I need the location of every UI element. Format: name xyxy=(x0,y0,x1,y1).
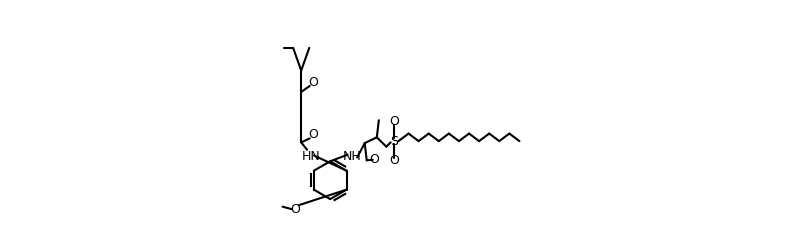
Text: S: S xyxy=(389,135,397,148)
Text: HN: HN xyxy=(301,150,320,163)
Text: O: O xyxy=(291,203,300,216)
Text: O: O xyxy=(369,153,378,166)
Text: O: O xyxy=(389,115,398,128)
Text: O: O xyxy=(389,154,398,167)
Text: O: O xyxy=(308,128,318,141)
Text: O: O xyxy=(308,76,318,89)
Text: NH: NH xyxy=(342,150,361,163)
